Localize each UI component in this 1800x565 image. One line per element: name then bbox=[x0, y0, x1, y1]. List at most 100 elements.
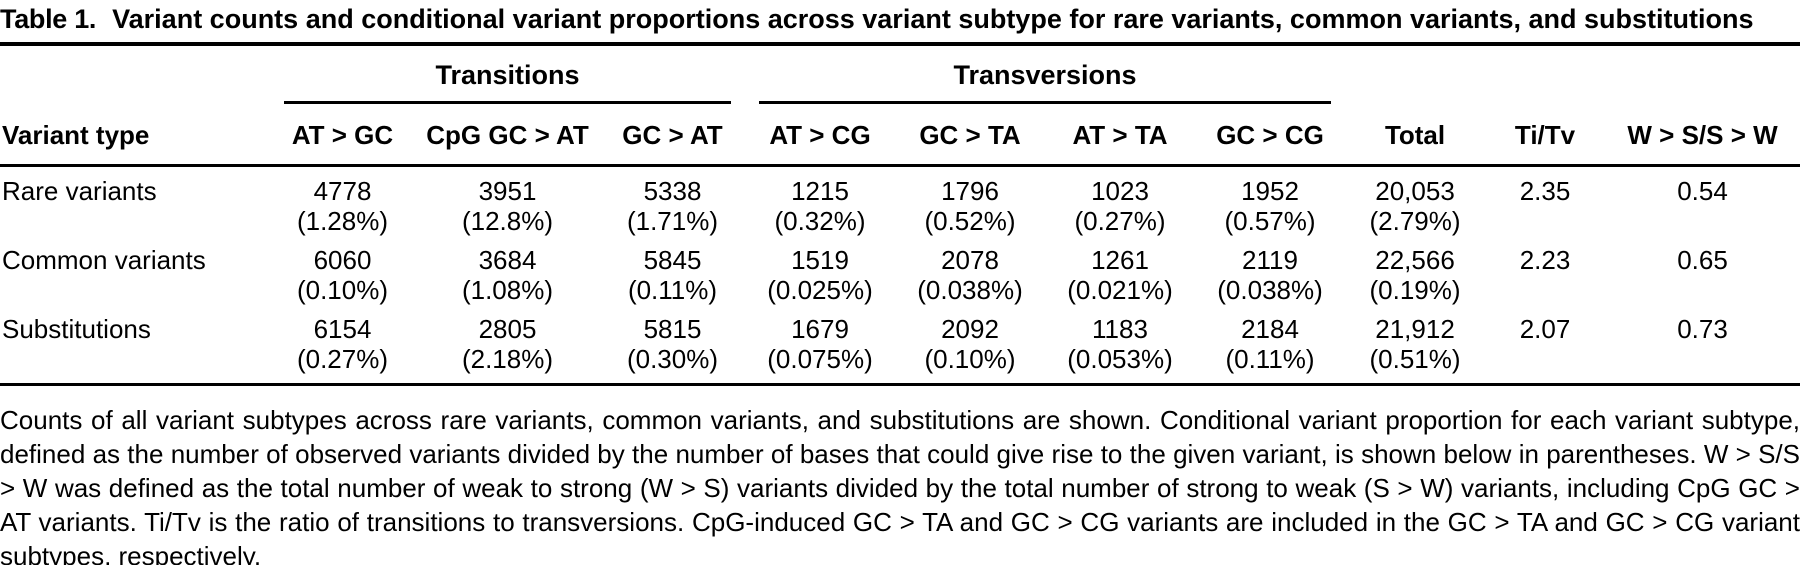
transitions-label: Transitions bbox=[284, 60, 731, 104]
cell-ratio: 0.54 bbox=[1677, 176, 1728, 206]
cell-count: 2184 bbox=[1241, 314, 1299, 344]
group-header-transversions: Transversions bbox=[745, 46, 1345, 104]
cell-count: 3684 bbox=[478, 245, 537, 275]
data-cell: 1952 (0.57%) bbox=[1195, 166, 1345, 236]
ti-tv-cell: 2.35 bbox=[1485, 166, 1605, 237]
variant-counts-table: Transitions Transversions Variant type A… bbox=[0, 46, 1800, 386]
cell-count: 1796 bbox=[941, 176, 999, 206]
cell-count: 1215 bbox=[791, 176, 849, 206]
data-cell: 2092 (0.10%) bbox=[895, 305, 1045, 386]
data-cell: 4778 (1.28%) bbox=[270, 166, 415, 236]
table-row-common-variants: Common variants 6060 (0.10%) 3684 (1.08%) … bbox=[0, 236, 1800, 305]
cell-count: 22,566 bbox=[1375, 245, 1455, 275]
total-cell: 20,053 (2.79%) bbox=[1345, 166, 1485, 236]
cell-proportion: (1.28%) bbox=[296, 206, 389, 236]
cell-count: 1679 bbox=[791, 314, 849, 344]
total-cell: 21,912 (0.51%) bbox=[1345, 305, 1486, 386]
cell-proportion: (0.021%) bbox=[1067, 275, 1173, 305]
total-cell: 22,566 (0.19%) bbox=[1345, 236, 1485, 305]
table-number: Table 1. bbox=[0, 4, 97, 34]
data-cell: 2184 (0.11%) bbox=[1195, 305, 1346, 386]
ti-tv-cell: 2.23 bbox=[1485, 236, 1605, 305]
data-cell: 3684 (1.08%) bbox=[415, 236, 600, 305]
data-cell: 2078 (0.038%) bbox=[895, 236, 1045, 305]
column-header-gc-at: GC > AT bbox=[600, 104, 745, 167]
cell-proportion: (0.10%) bbox=[924, 344, 1016, 374]
group-header-spacer-right bbox=[1345, 46, 1800, 104]
cell-proportion: (0.10%) bbox=[296, 275, 389, 305]
cell-ratio: 2.23 bbox=[1519, 245, 1571, 275]
data-cell: 2119 (0.038%) bbox=[1195, 236, 1345, 305]
w-s-s-w-cell: 0.54 bbox=[1605, 166, 1800, 237]
table-footnote: Counts of all variant subtypes across ra… bbox=[0, 405, 1800, 565]
cell-proportion: (1.08%) bbox=[461, 275, 554, 305]
cell-proportion: (0.025%) bbox=[767, 275, 873, 305]
group-header-row: Transitions Transversions bbox=[0, 46, 1800, 104]
transversions-label: Transversions bbox=[759, 60, 1332, 104]
column-header-w-s-s-w: W > S/S > W bbox=[1605, 104, 1800, 167]
data-cell: 1183 (0.053%) bbox=[1045, 305, 1195, 386]
cell-count: 6060 bbox=[313, 245, 372, 275]
row-label: Common variants bbox=[2, 245, 206, 275]
column-header-ti-tv: Ti/Tv bbox=[1485, 104, 1606, 167]
data-cell: 1796 (0.52%) bbox=[895, 166, 1045, 236]
cell-count: 5845 bbox=[643, 245, 702, 275]
data-cell: 2805 (2.18%) bbox=[415, 305, 600, 386]
cell-count: 3951 bbox=[478, 176, 537, 206]
cell-proportion: (0.053%) bbox=[1067, 344, 1173, 374]
cell-count: 6154 bbox=[313, 314, 372, 344]
cell-count: 1519 bbox=[791, 245, 849, 275]
cell-proportion: (0.52%) bbox=[924, 206, 1016, 236]
cell-proportion: (12.8%) bbox=[461, 206, 554, 236]
title-rule bbox=[0, 42, 1800, 46]
cell-proportion: (0.27%) bbox=[1074, 206, 1166, 236]
cell-proportion: (0.038%) bbox=[1217, 275, 1323, 305]
column-header-at-cg: AT > CG bbox=[745, 104, 895, 167]
data-cell: 5815 (0.30%) bbox=[600, 305, 745, 386]
cell-proportion: (0.32%) bbox=[774, 206, 866, 236]
cell-ratio: 0.73 bbox=[1677, 314, 1728, 344]
cell-proportion: (1.71%) bbox=[626, 206, 719, 236]
cell-count: 2078 bbox=[941, 245, 999, 275]
column-header-at-gc: AT > GC bbox=[270, 104, 415, 167]
column-header-row: Variant type AT > GC CpG GC > AT GC > AT… bbox=[0, 104, 1800, 167]
cell-proportion: (0.19%) bbox=[1369, 275, 1461, 305]
table-row-rare-variants: Rare variants 4778 (1.28%) 3951 (12.8%) 53… bbox=[0, 166, 1800, 237]
cell-proportion: (0.11%) bbox=[1225, 344, 1315, 374]
data-cell: 5845 (0.11%) bbox=[600, 236, 745, 305]
group-header-spacer-left bbox=[0, 46, 270, 104]
column-header-cpg-gc-at: CpG GC > AT bbox=[415, 104, 600, 167]
w-s-s-w-cell: 0.73 bbox=[1605, 305, 1800, 386]
cell-proportion: (2.79%) bbox=[1369, 206, 1461, 236]
column-header-gc-ta: GC > TA bbox=[895, 104, 1045, 167]
cell-count: 5338 bbox=[643, 176, 702, 206]
cell-proportion: (0.038%) bbox=[917, 275, 1023, 305]
cell-count: 20,053 bbox=[1375, 176, 1455, 206]
cell-proportion: (0.57%) bbox=[1224, 206, 1316, 236]
cell-ratio: 0.65 bbox=[1677, 245, 1728, 275]
cell-count: 4778 bbox=[313, 176, 372, 206]
column-header-variant-type: Variant type bbox=[0, 104, 270, 167]
cell-ratio: 2.07 bbox=[1519, 314, 1571, 344]
data-cell: 3951 (12.8%) bbox=[415, 166, 600, 236]
data-cell: 6154 (0.27%) bbox=[270, 305, 415, 386]
table-row-substitutions: Substitutions 6154 (0.27%) 2805 (2.18%) 58… bbox=[0, 305, 1800, 386]
table-caption: Variant counts and conditional variant p… bbox=[112, 4, 1754, 34]
data-cell: 1023 (0.27%) bbox=[1045, 166, 1195, 236]
cell-proportion: (0.51%) bbox=[1369, 344, 1461, 374]
row-label: Substitutions bbox=[0, 305, 270, 386]
data-cell: 6060 (0.10%) bbox=[270, 236, 415, 305]
cell-proportion: (0.30%) bbox=[626, 344, 719, 374]
cell-count: 1183 bbox=[1092, 314, 1148, 344]
cell-count: 1952 bbox=[1241, 176, 1299, 206]
cell-ratio: 2.35 bbox=[1519, 176, 1571, 206]
cell-count: 1261 bbox=[1091, 245, 1149, 275]
cell-proportion: (0.075%) bbox=[767, 344, 873, 374]
table-title: Table 1. Variant counts and conditional v… bbox=[0, 2, 1800, 42]
data-cell: 1679 (0.075%) bbox=[745, 305, 895, 386]
cell-count: 2805 bbox=[478, 314, 537, 344]
group-header-transitions: Transitions bbox=[270, 46, 745, 104]
column-header-gc-cg: GC > CG bbox=[1195, 104, 1346, 167]
data-cell: 1261 (0.021%) bbox=[1045, 236, 1195, 305]
